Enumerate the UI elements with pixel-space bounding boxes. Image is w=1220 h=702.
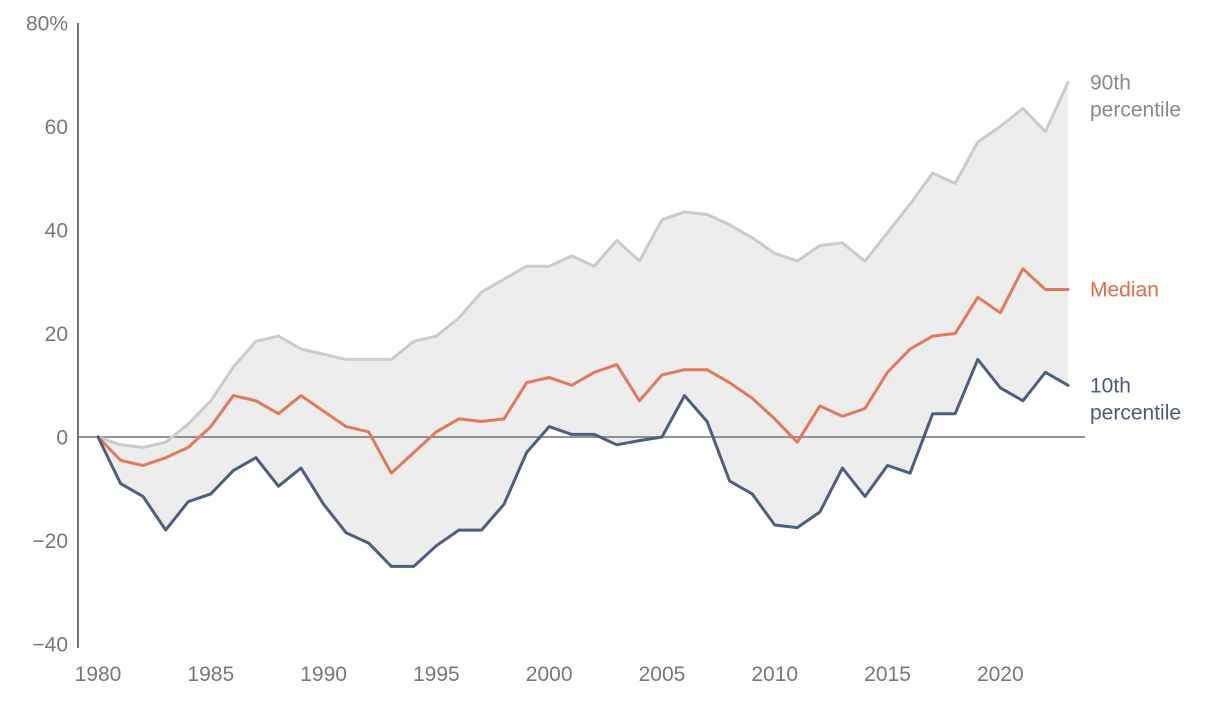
y-tick-label: 0 bbox=[56, 427, 68, 450]
x-axis-tick-labels: 1980 1985 1990 1995 2000 2005 2010 2015 2020 bbox=[75, 663, 1024, 686]
line-median bbox=[96, 267, 1070, 475]
x-tick-label: 1995 bbox=[413, 663, 460, 686]
y-tick-label: 60 bbox=[45, 116, 68, 139]
label-median: Median bbox=[1090, 279, 1159, 302]
x-tick-label: 1990 bbox=[300, 663, 347, 686]
series-label-line: 90th bbox=[1090, 72, 1131, 95]
x-tick-label: 2010 bbox=[751, 663, 798, 686]
y-tick-label: −40 bbox=[32, 634, 68, 657]
y-tick-label: 80% bbox=[26, 13, 68, 36]
x-tick-label: 2000 bbox=[526, 663, 573, 686]
series-lines bbox=[96, 81, 1070, 568]
y-tick-label: 40 bbox=[45, 220, 68, 243]
line-10th-percentile bbox=[96, 357, 1070, 568]
x-tick-label: 1980 bbox=[75, 663, 122, 686]
y-tick-label: 20 bbox=[45, 323, 68, 346]
x-tick-label: 2015 bbox=[864, 663, 911, 686]
percentile-band-fill bbox=[98, 82, 1068, 567]
series-label-line: percentile bbox=[1090, 99, 1181, 122]
series-label-line: percentile bbox=[1090, 401, 1181, 424]
series-end-labels: 90th percentile Median 10th percentile bbox=[1090, 72, 1181, 425]
x-tick-label: 1985 bbox=[187, 663, 234, 686]
x-tick-label: 2020 bbox=[977, 663, 1024, 686]
series-label-line: Median bbox=[1090, 279, 1159, 302]
y-axis-tick-labels: 80% 60 40 20 0 −20 −40 bbox=[26, 13, 68, 657]
y-tick-label: −20 bbox=[32, 530, 68, 553]
percentile-band bbox=[98, 82, 1068, 567]
series-label-line: 10th bbox=[1090, 374, 1131, 397]
x-tick-label: 2005 bbox=[639, 663, 686, 686]
label-90th-percentile: 90th percentile bbox=[1090, 72, 1181, 122]
label-10th-percentile: 10th percentile bbox=[1090, 374, 1181, 424]
line-90th-percentile bbox=[96, 81, 1070, 449]
